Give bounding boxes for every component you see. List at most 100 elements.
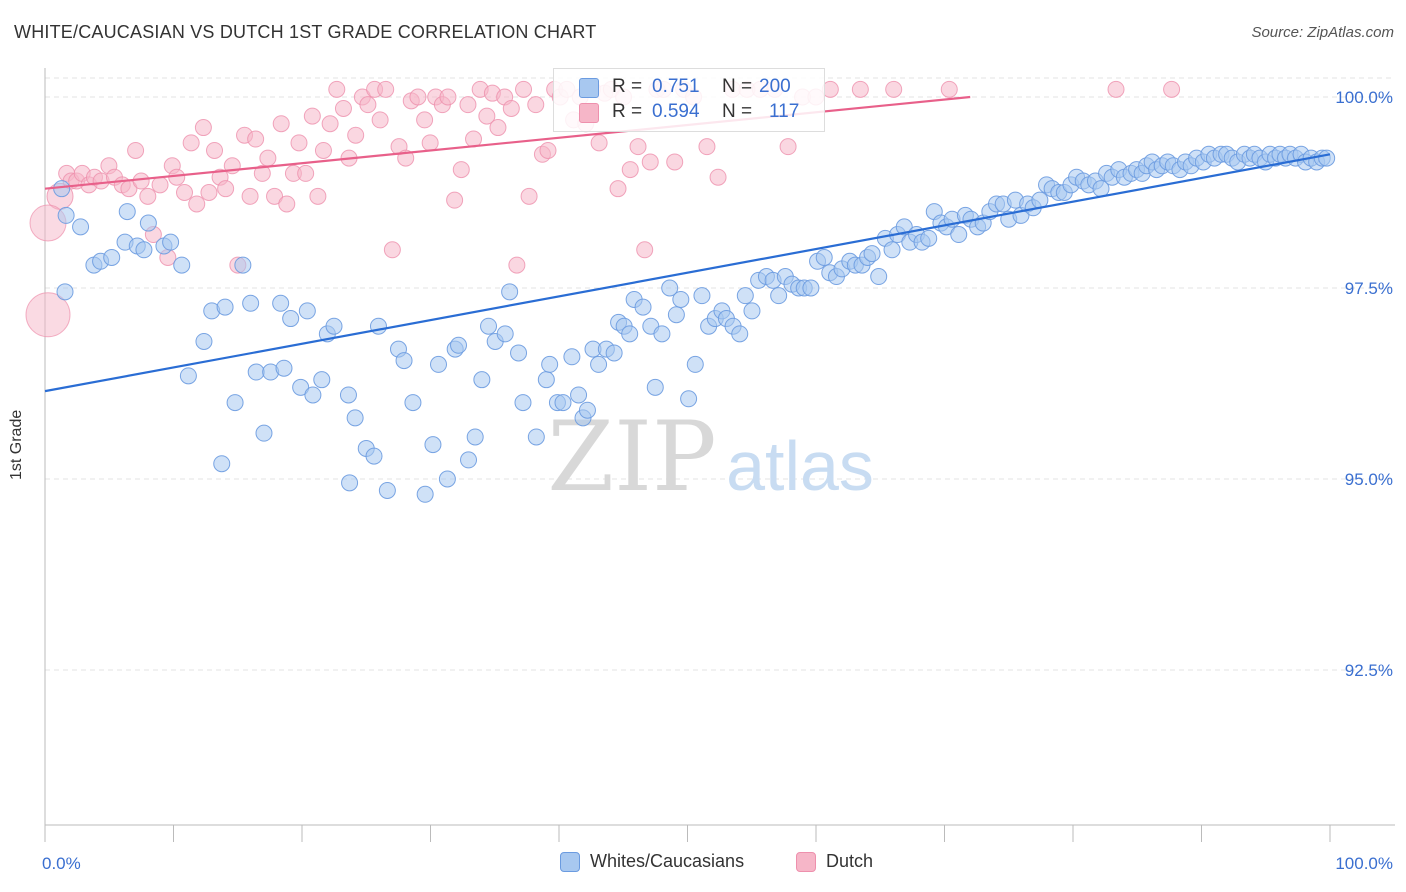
dutch-point bbox=[641, 153, 659, 171]
dutch-point bbox=[409, 88, 427, 106]
whites-point bbox=[450, 336, 468, 354]
dutch-point bbox=[666, 153, 684, 171]
stats-row-dutch: R = 0.594 N = 117 bbox=[554, 101, 824, 127]
whites-point bbox=[139, 214, 157, 232]
whites-point bbox=[590, 355, 608, 373]
dutch-point bbox=[25, 292, 71, 338]
dutch-point bbox=[478, 107, 496, 125]
dutch-point bbox=[508, 256, 526, 274]
whites-point bbox=[242, 294, 260, 312]
whites-point bbox=[736, 287, 754, 305]
whites-point bbox=[395, 352, 413, 370]
whites-point bbox=[570, 386, 588, 404]
whites-point bbox=[883, 241, 901, 259]
whites-point bbox=[56, 283, 74, 301]
dutch-point bbox=[1107, 80, 1125, 98]
whites-point bbox=[480, 317, 498, 335]
whites-point bbox=[234, 256, 252, 274]
whites-point bbox=[605, 344, 623, 362]
whites-point bbox=[304, 386, 322, 404]
dutch-point bbox=[151, 176, 169, 194]
whites-point bbox=[731, 325, 749, 343]
whites-point bbox=[693, 287, 711, 305]
x-tick-label-min: 0.0% bbox=[42, 854, 81, 873]
stats-row-whites: R = 0.751 N = 200 bbox=[554, 76, 824, 102]
whites-point bbox=[870, 268, 888, 286]
y-tick-label: 97.5% bbox=[1345, 279, 1393, 298]
whites-point bbox=[365, 447, 383, 465]
whites-points bbox=[53, 145, 1336, 503]
whites-point bbox=[537, 371, 555, 389]
dutch-point bbox=[421, 134, 439, 152]
dutch-point bbox=[241, 187, 259, 205]
dutch-point bbox=[182, 134, 200, 152]
whites-point bbox=[527, 428, 545, 446]
whites-point bbox=[863, 245, 881, 263]
dutch-point bbox=[520, 187, 538, 205]
dutch-point bbox=[321, 115, 339, 133]
dutch-point bbox=[188, 195, 206, 213]
dutch-point bbox=[200, 184, 218, 201]
whites-point bbox=[634, 298, 652, 316]
whites-point bbox=[72, 218, 90, 236]
dutch-point bbox=[175, 184, 193, 201]
whites-point bbox=[255, 424, 273, 442]
dutch-point bbox=[515, 80, 533, 98]
whites-point bbox=[339, 386, 357, 404]
dutch-point bbox=[709, 168, 727, 186]
legend-label: Dutch bbox=[826, 851, 874, 871]
whites-point bbox=[216, 298, 234, 316]
dutch-point bbox=[940, 80, 958, 98]
r-value: 0.594 bbox=[652, 101, 700, 122]
dutch-point bbox=[127, 141, 145, 159]
dutch-point bbox=[489, 119, 507, 137]
whites-point bbox=[298, 302, 316, 320]
dutch-point bbox=[206, 141, 224, 159]
whites-point bbox=[815, 248, 833, 266]
n-label: N = bbox=[722, 76, 753, 97]
whites-point bbox=[541, 355, 559, 373]
r-label: R = bbox=[612, 76, 643, 97]
legend: Whites/Caucasians Dutch bbox=[0, 851, 1406, 879]
whites-point bbox=[501, 283, 519, 301]
legend-item-whites[interactable]: Whites/Caucasians bbox=[560, 851, 744, 872]
dutch-point bbox=[278, 195, 296, 213]
whites-point bbox=[325, 317, 343, 335]
whites-point bbox=[466, 428, 484, 446]
dutch-point bbox=[621, 161, 639, 179]
dutch-point bbox=[303, 107, 321, 125]
whites-point bbox=[195, 332, 213, 350]
legend-swatch-pink bbox=[796, 851, 816, 872]
dutch-point bbox=[371, 111, 389, 129]
x-tick-label-max: 100.0% bbox=[1335, 854, 1393, 873]
dutch-point bbox=[1163, 80, 1181, 98]
stats-swatch-blue bbox=[579, 78, 599, 98]
dutch-point bbox=[266, 187, 284, 205]
whites-point bbox=[213, 455, 231, 473]
whites-point bbox=[313, 371, 331, 389]
whites-point bbox=[438, 470, 456, 488]
dutch-point bbox=[290, 134, 308, 152]
whites-point bbox=[621, 325, 639, 343]
whites-point bbox=[460, 451, 478, 469]
whites-point bbox=[578, 401, 596, 419]
whites-point bbox=[162, 233, 180, 251]
whites-point bbox=[118, 203, 136, 221]
axes bbox=[44, 68, 1395, 842]
r-label: R = bbox=[612, 101, 643, 122]
y-tick-label: 95.0% bbox=[1345, 470, 1393, 489]
whites-point bbox=[346, 409, 364, 427]
tick-labels: 92.5% 95.0% 97.5% 100.0% 0.0% 100.0% bbox=[42, 88, 1393, 873]
dutch-point bbox=[272, 115, 290, 133]
dutch-point bbox=[527, 96, 545, 114]
watermark: ZIP atlas bbox=[547, 401, 874, 513]
whites-point bbox=[563, 348, 581, 366]
dutch-point bbox=[446, 191, 464, 209]
dutch-point bbox=[132, 172, 150, 190]
watermark-atlas: atlas bbox=[726, 427, 874, 505]
trend-lines bbox=[44, 95, 1331, 393]
whites-point bbox=[653, 325, 671, 343]
whites-point bbox=[57, 206, 75, 224]
whites-point bbox=[920, 229, 938, 247]
legend-item-dutch[interactable]: Dutch bbox=[796, 851, 873, 872]
